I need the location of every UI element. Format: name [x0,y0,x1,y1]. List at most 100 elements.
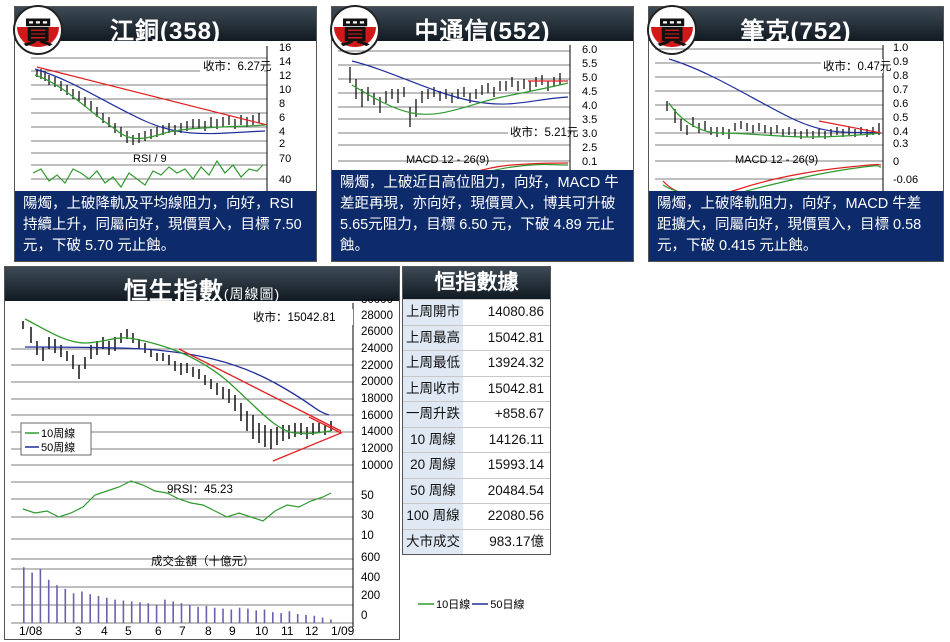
volume-bar [147,603,150,623]
volume-bar [305,614,307,623]
stock-panel-752: 筆克(752) 買 1.0 0.9 0.8 0.7 0.6 0.5 0.4 0.3 0 -0… [647,5,944,262]
volume-bar [180,603,183,623]
svg-text:8: 8 [279,98,285,110]
svg-text:6: 6 [279,112,285,124]
svg-text:0.8: 0.8 [893,70,908,82]
svg-text:5.5: 5.5 [582,58,597,70]
volume-bar [321,617,324,623]
volume-bar [72,593,75,623]
svg-text:5.0: 5.0 [582,72,597,84]
bottom-legend: 10日線 50日線 [418,596,525,612]
svg-text:12: 12 [279,70,291,82]
volume-bar [247,608,249,623]
table-title: 恒指數據 [403,267,550,299]
panel-title: 恒生指數(周線圖) [123,278,281,305]
row-key: 50 周線 [403,478,463,503]
sub-label: MACD 12 - 26(9) [735,154,818,166]
svg-text:5: 5 [125,624,132,638]
row-value: 15042.81 [487,380,544,396]
rsi-label: 9RSI：45.23 [167,484,233,496]
ma-short-line [351,82,569,115]
svg-text:26000: 26000 [361,326,393,338]
svg-text:24000: 24000 [361,343,393,355]
row-value: 22080.56 [487,508,544,523]
rsi-line [32,159,264,189]
panel-commentary: 陽燭，上破降軌阻力，向好，MACD 牛差距擴大，同屬向好，現價買入，目標 0.5… [649,191,943,261]
svg-text:1.0: 1.0 [893,42,908,54]
row-key: 一周升跌 [403,402,463,427]
row-key: 10 周線 [403,427,463,452]
svg-text:0: 0 [361,610,367,622]
buy-badge: 買 [647,5,697,55]
volume-bar [263,609,266,623]
volume-bar [89,594,91,623]
svg-text:0.5: 0.5 [893,112,908,124]
panel-title: 江銅(358) [109,18,222,45]
stock-panel-552: 中通信(552) 買 6.0 5.5 5.0 4.5 4.0 3.5 3.0 2.5 0.… [330,5,634,262]
table-row: 10 周線 14126.11 [403,426,550,452]
svg-text:400: 400 [361,572,380,584]
candles [36,69,260,145]
svg-text:50: 50 [361,490,374,502]
volume-bar [64,588,67,623]
table-row: 100 周線 22080.56 [403,503,550,529]
row-value: 13924.32 [487,355,544,370]
svg-text:3: 3 [75,624,82,638]
volume-bar [106,597,108,623]
x-axis-labels: 1/08 3 4 5 6 7 8 9 10 11 12 1/09 [19,624,355,638]
row-value: 983.17億 [489,533,544,549]
volume-bar [189,605,191,623]
svg-text:16000: 16000 [361,410,393,422]
close-label: 收市：5.21元 [510,125,579,139]
svg-text:10000: 10000 [361,460,393,472]
svg-text:14: 14 [279,56,291,68]
ma-long-line [668,58,882,134]
table-row: 上周收市 15042.81 [403,375,550,401]
panel-header: 中通信(552) [332,7,633,45]
svg-text:3.0: 3.0 [582,128,597,140]
legend-ma50-day: 50日線 [490,599,525,611]
svg-text:6: 6 [155,624,162,638]
volume-bar [230,609,233,623]
svg-text:0.3: 0.3 [893,138,908,150]
row-key: 上周最低 [403,351,463,376]
svg-text:200: 200 [361,590,380,602]
volume-bar [139,602,141,623]
ma-long-line [24,346,330,416]
svg-text:-0.06: -0.06 [893,174,918,186]
row-key: 上周開市 [403,300,463,325]
volume-bar [238,607,241,623]
svg-text:0.7: 0.7 [893,84,908,96]
close-label: 收市：15042.81 [253,310,335,324]
row-key: 大市成交 [403,529,463,554]
buy-badge: 買 [13,5,63,55]
panel-header: 恒生指數(周線圖) [5,267,399,305]
volume-bar [288,611,291,623]
svg-text:14000: 14000 [361,426,393,438]
table-row: 上周最低 13924.32 [403,350,550,376]
legend-ma50: 50周線 [41,440,75,454]
table-row: 一周升跌 +858.67 [403,401,550,427]
row-value: 20484.54 [487,482,544,498]
volume-bar [222,608,224,623]
svg-text:9: 9 [229,624,236,638]
ma-long-line [351,60,569,105]
svg-text:2: 2 [279,138,285,150]
svg-text:1/08: 1/08 [19,624,43,638]
row-value: 15042.81 [487,329,544,345]
volume-bar [164,599,166,623]
volume-bar [330,619,332,623]
volume-label: 成交金額（十億元） [151,554,255,568]
ma-long-line [34,68,266,135]
volume-bar [47,579,50,623]
svg-text:6.0: 6.0 [582,44,597,56]
volume-bar [213,607,216,623]
legend-ma10-day: 10日線 [436,599,471,611]
svg-text:12: 12 [305,624,319,638]
row-key: 100 周線 [403,504,463,529]
svg-text:22000: 22000 [361,360,393,372]
svg-text:0.4: 0.4 [893,126,908,138]
svg-text:0.1: 0.1 [582,156,597,168]
row-value: +858.67 [494,406,544,421]
